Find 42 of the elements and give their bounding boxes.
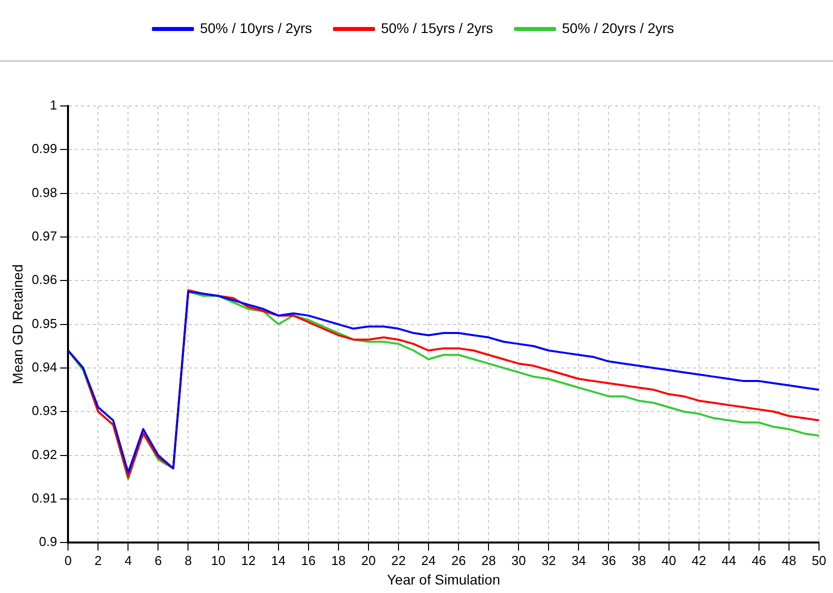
- x-axis-title: Year of Simulation: [386, 571, 500, 588]
- x-tick-label: 0: [64, 552, 72, 568]
- y-tick-label: 0.91: [32, 490, 58, 506]
- y-tick-label: 0.97: [32, 228, 58, 244]
- y-axis-title: Mean GD Retained: [9, 264, 26, 384]
- x-tick-label: 50: [812, 552, 826, 568]
- x-tick-label: 14: [271, 552, 286, 568]
- x-tick-label: 36: [602, 552, 616, 568]
- y-tick-label: 0.98: [32, 184, 58, 200]
- legend-label: 50% / 20yrs / 2yrs: [562, 20, 674, 36]
- x-tick-label: 2: [94, 552, 102, 568]
- x-tick-label: 38: [632, 552, 646, 568]
- y-tick-label: 0.95: [32, 316, 58, 331]
- x-tick-label: 22: [391, 552, 406, 568]
- x-tick-label: 20: [361, 552, 376, 568]
- x-tick-label: 48: [782, 552, 796, 568]
- x-tick-label: 32: [541, 552, 556, 568]
- legend-label: 50% / 10yrs / 2yrs: [200, 20, 312, 36]
- x-tick-label: 44: [722, 552, 736, 568]
- x-tick-label: 40: [662, 552, 676, 568]
- x-tick-label: 8: [184, 552, 192, 568]
- x-tick-label: 12: [241, 552, 256, 568]
- y-tick-label: 1: [50, 98, 58, 113]
- x-tick-label: 28: [481, 552, 496, 568]
- x-tick-label: 42: [692, 552, 706, 568]
- y-tick-label: 0.94: [32, 360, 58, 375]
- x-tick-label: 46: [752, 552, 766, 568]
- y-tick-label: 0.99: [32, 141, 58, 156]
- y-tick-label: 0.9: [39, 534, 58, 550]
- y-tick-label: 0.93: [32, 403, 58, 418]
- x-tick-label: 18: [331, 552, 346, 568]
- x-tick-label: 34: [571, 552, 586, 568]
- x-tick-label: 4: [124, 552, 132, 568]
- x-tick-label: 16: [301, 552, 316, 568]
- x-tick-label: 24: [421, 552, 436, 568]
- x-tick-label: 6: [154, 552, 162, 568]
- y-tick-label: 0.92: [32, 446, 58, 462]
- x-tick-label: 30: [511, 552, 526, 568]
- y-tick-label: 0.96: [32, 272, 58, 288]
- legend-label: 50% / 15yrs / 2yrs: [380, 20, 494, 36]
- x-tick-label: 26: [451, 552, 466, 568]
- x-tick-label: 10: [211, 552, 226, 568]
